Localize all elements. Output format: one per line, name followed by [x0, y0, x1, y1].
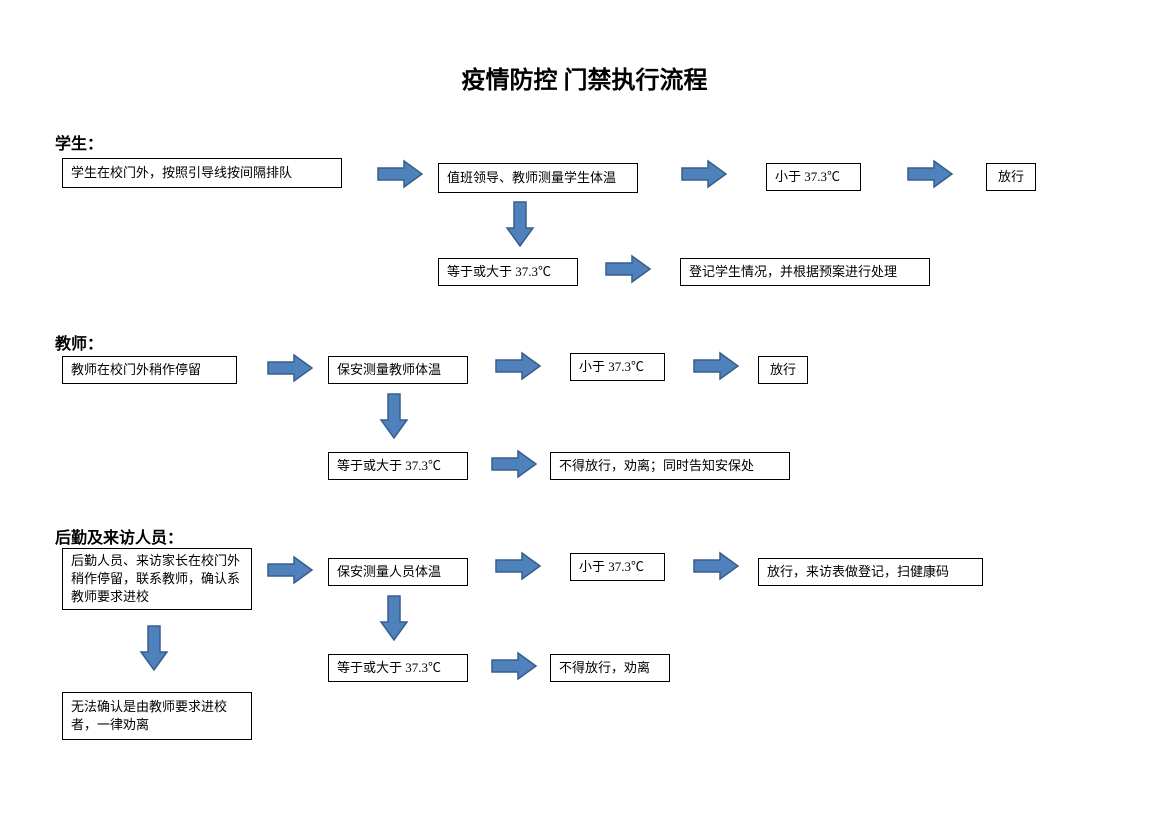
arrow-right-icon — [906, 158, 954, 190]
arrow-right-icon — [490, 448, 538, 480]
arrow-right-icon — [692, 350, 740, 382]
arrow-right-icon — [604, 253, 652, 285]
arrow-down-icon — [138, 624, 170, 672]
visitor-box-measure: 保安测量人员体温 — [328, 558, 468, 586]
section-label-teacher: 教师： — [55, 330, 103, 354]
arrow-right-icon — [376, 158, 424, 190]
visitor-box-gte373: 等于或大于 37.3℃ — [328, 654, 468, 682]
arrow-right-icon — [494, 350, 542, 382]
visitor-box-wait: 后勤人员、来访家长在校门外稍作停留，联系教师，确认系教师要求进校 — [62, 548, 252, 610]
teacher-box-wait: 教师在校门外稍作停留 — [62, 356, 237, 384]
arrow-right-icon — [266, 352, 314, 384]
section-label-student: 学生： — [55, 130, 103, 154]
visitor-box-unconfirmed: 无法确认是由教师要求进校者，一律劝离 — [62, 692, 252, 740]
teacher-box-pass: 放行 — [758, 356, 808, 384]
visitor-box-pass: 放行，来访表做登记，扫健康码 — [758, 558, 983, 586]
arrow-right-icon — [494, 550, 542, 582]
section-label-visitor: 后勤及来访人员： — [55, 524, 183, 548]
teacher-box-gte373: 等于或大于 37.3℃ — [328, 452, 468, 480]
teacher-box-measure: 保安测量教师体温 — [328, 356, 468, 384]
teacher-box-deny: 不得放行，劝离；同时告知安保处 — [550, 452, 790, 480]
student-box-measure: 值班领导、教师测量学生体温 — [438, 163, 638, 193]
arrow-right-icon — [680, 158, 728, 190]
arrow-right-icon — [266, 554, 314, 586]
visitor-box-deny: 不得放行，劝离 — [550, 654, 670, 682]
arrow-down-icon — [378, 594, 410, 642]
student-box-lt373: 小于 37.3℃ — [766, 163, 861, 191]
arrow-right-icon — [692, 550, 740, 582]
student-box-register: 登记学生情况，并根据预案进行处理 — [680, 258, 930, 286]
student-box-queue: 学生在校门外，按照引导线按间隔排队 — [62, 158, 342, 188]
page-title: 疫情防控 门禁执行流程 — [0, 60, 1169, 95]
student-box-pass: 放行 — [986, 163, 1036, 191]
student-box-gte373: 等于或大于 37.3℃ — [438, 258, 578, 286]
arrow-right-icon — [490, 650, 538, 682]
arrow-down-icon — [504, 200, 536, 248]
arrow-down-icon — [378, 392, 410, 440]
teacher-box-lt373: 小于 37.3℃ — [570, 353, 665, 381]
visitor-box-lt373: 小于 37.3℃ — [570, 553, 665, 581]
